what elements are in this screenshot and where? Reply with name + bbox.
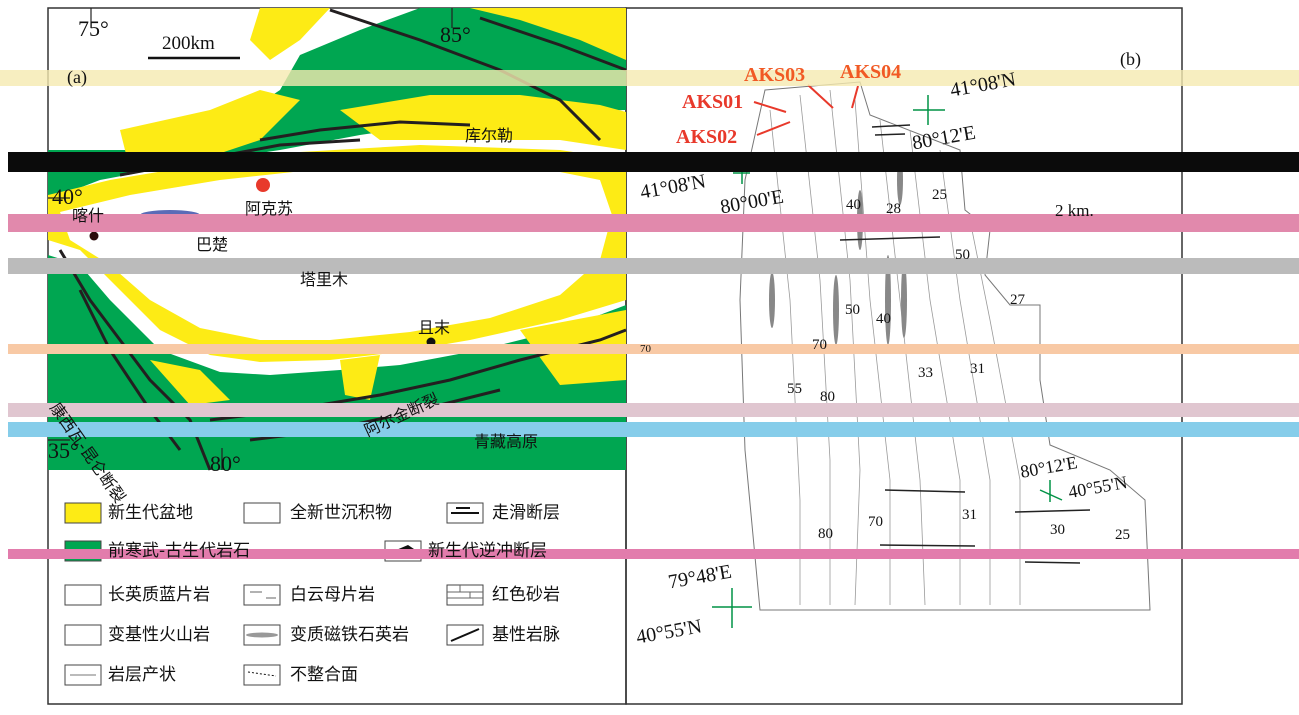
tarim-label: 塔里木: [300, 270, 349, 289]
legend-attitude: 岩层产状: [108, 665, 176, 685]
dip-label: 70: [812, 337, 827, 353]
legend-unconformity: 不整合面: [290, 665, 358, 685]
lat-40-label: 40°: [52, 184, 83, 209]
dip-label: 50: [955, 247, 970, 263]
sample-aks03-label: AKS03: [744, 64, 806, 86]
legend-mafic-dike: 基性岩脉: [492, 625, 560, 645]
kashi-marker: [89, 231, 99, 241]
legend-bif: 变质磁铁石英岩: [290, 625, 409, 645]
dip-label: 28: [886, 201, 901, 217]
dip-label: 25: [1115, 527, 1130, 543]
basin-north-4: [340, 95, 626, 150]
tibet-label: 青藏高原: [474, 432, 539, 451]
scale-b-label: 2 km.: [1055, 201, 1094, 220]
qiemo-label: 且末: [418, 318, 451, 337]
scan-band-yellow: [0, 70, 1299, 86]
basin-south-1: [340, 355, 380, 400]
scan-band-grey: [8, 258, 1299, 274]
legend-metabasite: 变基性火山岩: [108, 625, 210, 645]
panel-a-label: (a): [67, 67, 87, 87]
dip-label: 30: [1050, 522, 1065, 538]
legend-cenozoic-basin: 新生代盆地: [108, 503, 193, 523]
legend-thrust: 新生代逆冲断层: [428, 541, 547, 561]
dip-label: 80: [818, 526, 833, 542]
scan-band-pink-1: [8, 214, 1299, 232]
dip-label: 31: [962, 507, 977, 523]
legend-precambrian: 前寒武-古生代岩石: [108, 541, 251, 561]
dip-label: 80: [820, 389, 835, 405]
lon-85-label: 85°: [440, 22, 471, 47]
legend-blueschist: 长英质蓝片岩: [108, 585, 210, 605]
panel-b-label: (b): [1120, 49, 1141, 69]
dip-label: 40: [876, 311, 891, 327]
dip-label: 40: [846, 197, 861, 213]
lat-35-label: 35°: [48, 438, 79, 463]
scan-band-black: [8, 152, 1299, 172]
sample-aks01-label: AKS01: [682, 91, 744, 113]
sample-leaders: [753, 84, 859, 136]
sample-aks04-label: AKS04: [840, 61, 902, 83]
bachu-label: 巴楚: [196, 235, 229, 254]
dip-label: 27: [1010, 292, 1025, 308]
dip-label: 31: [970, 361, 985, 377]
dip-label: 33: [918, 365, 933, 381]
lon-80-label: 80°: [210, 451, 241, 476]
sample-aks02-label: AKS02: [676, 126, 738, 148]
legend-holocene: 全新世沉积物: [290, 503, 392, 523]
dip-label: 70: [868, 514, 883, 530]
dip-label: 55: [787, 381, 802, 397]
dip-label: 25: [932, 187, 947, 203]
coordinate-crosses: [712, 95, 1063, 628]
scan-band-pink-2: [8, 549, 1299, 559]
basin-south-3: [150, 360, 230, 405]
scan-band-peach: [8, 344, 1299, 354]
tarim-basin-holocene: [60, 162, 612, 340]
kashi-label: 喀什: [72, 206, 105, 225]
scale-a-label: 200km: [162, 33, 215, 54]
lon-75-label: 75°: [78, 16, 109, 41]
scan-band-blue: [8, 422, 1299, 437]
akesu-label: 阿克苏: [245, 199, 294, 218]
dip-label: 50: [845, 302, 860, 318]
graticule-ticks: [48, 8, 453, 470]
kuerle-label: 库尔勒: [465, 126, 514, 145]
legend-muscovite: 白云母片岩: [290, 585, 375, 605]
akesu-sample-site: [256, 178, 270, 192]
basin-north-3: [120, 90, 300, 170]
basin-north-1: [250, 8, 330, 60]
basin-north-2: [470, 8, 626, 60]
scan-band-mauve: [8, 403, 1299, 417]
dip-label: 70: [640, 343, 651, 355]
legend-strike-slip: 走滑断层: [492, 503, 560, 523]
legend-red-sandstone: 红色砂岩: [492, 585, 560, 605]
